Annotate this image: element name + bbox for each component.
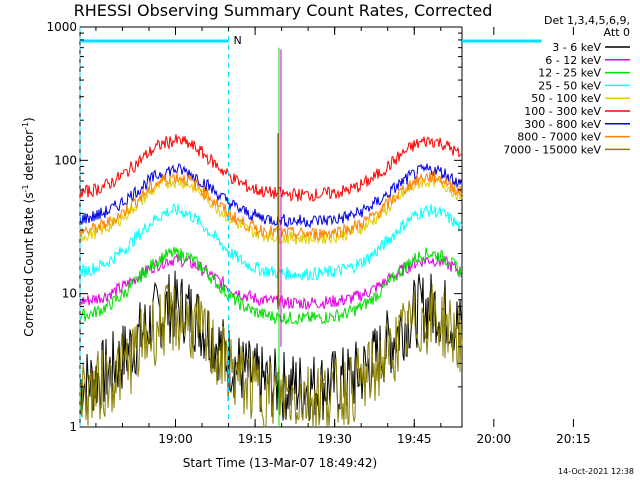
legend-label: 7000 - 15000 keV <box>503 143 601 156</box>
y-tick-label: 1 <box>69 420 77 434</box>
series-line <box>79 169 463 241</box>
series-lines <box>79 47 463 428</box>
annotations: N <box>79 27 542 427</box>
chart-title: RHESSI Observing Summary Count Rates, Co… <box>74 1 493 20</box>
x-axis-label: Start Time (13-Mar-07 18:49:42) <box>183 456 377 470</box>
x-axis: 19:00 19:15 19:30 19:45 20:00 20:15 <box>95 27 591 446</box>
x-tick-label: 20:15 <box>556 432 591 446</box>
x-tick-label: 19:45 <box>397 432 432 446</box>
legend-label: 6 - 12 keV <box>545 54 601 67</box>
y-tick-label: 10 <box>62 287 77 301</box>
series-line <box>79 134 463 202</box>
legend-label: 12 - 25 keV <box>538 67 601 80</box>
footer-date: 14-Oct-2021 12:38 <box>558 467 634 476</box>
series-line <box>79 202 463 281</box>
y-tick-label: 100 <box>54 153 77 167</box>
legend-label: 100 - 300 keV <box>524 105 601 118</box>
legend-header-line-1: Det 1,3,4,5,6,9, <box>544 14 630 27</box>
legend-label: 25 - 50 keV <box>538 79 601 92</box>
legend-label: 3 - 6 keV <box>552 41 601 54</box>
legend-header-line-2: Att 0 <box>604 26 630 39</box>
legend-label: 50 - 100 keV <box>531 92 601 105</box>
legend-label: 800 - 7000 keV <box>517 131 601 144</box>
series-line <box>79 246 463 326</box>
y-tick-label: 1000 <box>46 20 77 34</box>
legend-label: 300 - 800 keV <box>524 118 601 131</box>
x-tick-label: 20:00 <box>477 432 512 446</box>
x-tick-label: 19:30 <box>317 432 352 446</box>
x-tick-label: 19:15 <box>238 432 273 446</box>
y-axis: 1 10 100 1000 <box>46 20 462 434</box>
series-line <box>79 162 463 229</box>
y-axis-label: Corrected Count Rate (s-1 detector-1) <box>21 117 36 336</box>
night-annotation: N <box>234 34 242 47</box>
x-tick-label: 19:00 <box>158 432 193 446</box>
series-line <box>79 253 463 310</box>
series-line <box>79 283 463 428</box>
